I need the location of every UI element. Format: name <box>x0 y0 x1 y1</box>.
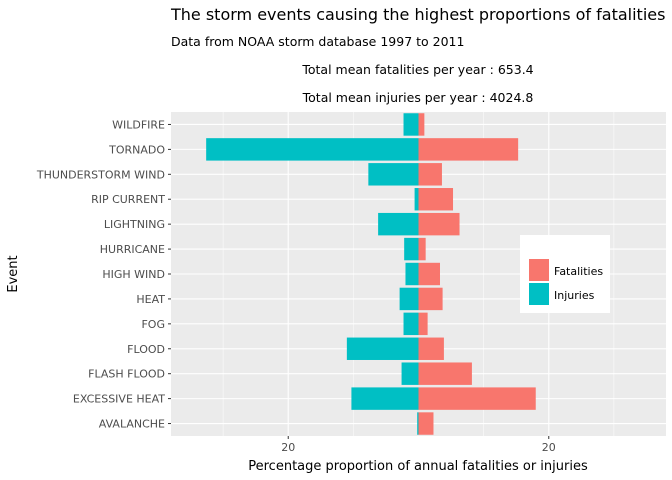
y-tick-label: LIGHTNING <box>104 218 165 231</box>
y-tick-label: TORNADO <box>108 143 165 156</box>
bar-injuries-thunderstorm-wind <box>368 163 419 186</box>
y-tick-label: FOG <box>141 318 165 331</box>
y-tick-label: HEAT <box>136 293 165 306</box>
bar-fatalities-tornado <box>418 138 519 161</box>
x-tick-label: 20 <box>542 441 556 454</box>
bar-fatalities-excessive-heat <box>418 387 536 410</box>
bar-injuries-tornado <box>206 138 419 161</box>
bar-fatalities-heat <box>418 287 443 311</box>
legend-swatch-injuries <box>529 283 549 305</box>
bar-injuries-flood <box>346 337 419 360</box>
annotation-injuries: Total mean injuries per year : 4024.8 <box>302 90 534 105</box>
bar-fatalities-flash-flood <box>418 362 472 385</box>
bar-fatalities-hurricane <box>418 237 426 261</box>
bar-injuries-avalanche <box>417 412 419 435</box>
legend-swatch-fatalities <box>529 259 549 281</box>
y-tick-label: FLASH FLOOD <box>88 368 165 381</box>
annotation-fatalities: Total mean fatalities per year : 653.4 <box>301 62 533 77</box>
bar-fatalities-rip-current <box>418 188 454 211</box>
y-tick-label: AVALANCHE <box>99 418 165 431</box>
bar-injuries-excessive-heat <box>351 387 419 410</box>
y-axis-ticks: WILDFIRE TORNADO THUNDERSTORM WIND RIP CURR… <box>36 118 171 431</box>
bar-fatalities-avalanche <box>418 412 434 435</box>
bar-injuries-high-wind <box>405 262 419 286</box>
y-axis-label: Event <box>6 255 21 292</box>
bar-fatalities-lightning <box>418 212 460 236</box>
bar-injuries-fog <box>403 312 419 336</box>
legend-label-fatalities: Fatalities <box>554 265 603 278</box>
bar-injuries-hurricane <box>404 237 419 261</box>
y-tick-label: WILDFIRE <box>112 118 165 131</box>
y-tick-label: HURRICANE <box>100 243 165 256</box>
bar-injuries-wildfire <box>403 113 419 136</box>
bar-fatalities-high-wind <box>418 262 440 286</box>
bars <box>206 113 536 435</box>
bar-fatalities-wildfire <box>418 113 425 136</box>
y-tick-label: FLOOD <box>127 343 165 356</box>
bar-fatalities-fog <box>418 312 428 336</box>
x-axis-ticks: 20 20 <box>281 436 556 454</box>
bar-fatalities-thunderstorm-wind <box>418 163 442 186</box>
y-tick-label: THUNDERSTORM WIND <box>36 168 165 181</box>
bar-injuries-lightning <box>378 212 419 236</box>
legend: Fatalities Injuries <box>520 235 610 313</box>
chart-title: The storm events causing the highest pro… <box>170 5 665 24</box>
bar-injuries-flash-flood <box>401 362 419 385</box>
chart-subtitle: Data from NOAA storm database 1997 to 20… <box>171 34 464 49</box>
bar-fatalities-flood <box>418 337 444 360</box>
bar-injuries-rip-current <box>414 188 419 211</box>
y-tick-label: RIP CURRENT <box>91 193 165 206</box>
bar-injuries-heat <box>399 287 419 311</box>
x-tick-label: 20 <box>281 441 295 454</box>
x-axis-label: Percentage proportion of annual fataliti… <box>248 459 588 474</box>
y-tick-label: EXCESSIVE HEAT <box>73 393 165 406</box>
legend-label-injuries: Injuries <box>554 289 595 302</box>
y-tick-label: HIGH WIND <box>102 268 165 281</box>
